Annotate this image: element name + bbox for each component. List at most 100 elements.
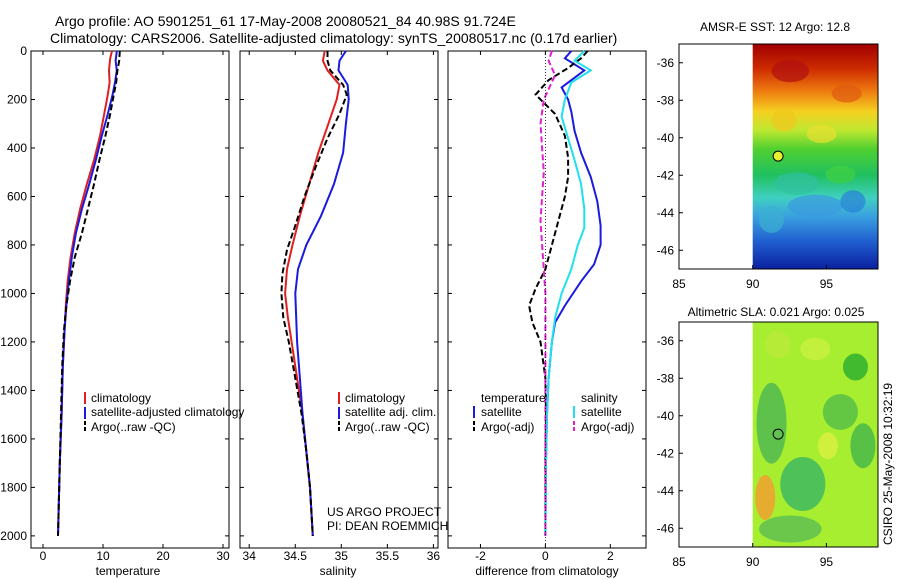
sla-texture	[756, 382, 787, 464]
sst-texture	[825, 165, 856, 184]
map-x-tick-label: 90	[746, 277, 760, 291]
map-y-tick-label: -36	[657, 334, 675, 348]
figure-title-line1: Argo profile: AO 5901251_61 17-May-2008 …	[55, 13, 516, 29]
sla-texture	[800, 337, 831, 361]
salinity-series	[280, 50, 350, 536]
salinity-xlabel: salinity	[320, 564, 357, 578]
sla-map-title: Altimetric SLA: 0.021 Argo: 0.025	[688, 305, 865, 319]
sla-texture	[780, 457, 826, 511]
series-line-argo-raw-qc-	[57, 50, 121, 536]
legend-temp-argo-label: Argo(-adj)	[481, 420, 534, 434]
salinity-axes	[239, 50, 439, 549]
legend-sal-argo-label: Argo(-adj)	[581, 420, 634, 434]
x-tick-label: 30	[216, 549, 230, 563]
series-line-climatology	[284, 50, 341, 536]
map-x-tick-label: 95	[820, 555, 834, 569]
sst-field	[752, 44, 878, 269]
x-tick-label: 0	[542, 549, 549, 563]
x-tick-label: 10	[96, 549, 110, 563]
legend-argo-label: Argo(..raw -QC)	[91, 420, 176, 434]
map-y-tick-label: -46	[657, 243, 675, 257]
difference-legend: temperature satellite Argo(-adj) salinit…	[473, 391, 634, 434]
x-tick-label: 35.5	[376, 549, 400, 563]
depth-tick-label: 1200	[0, 335, 27, 349]
pi-credit: PI: DEAN ROEMMICH	[327, 519, 448, 533]
x-tick-label: 34.5	[284, 549, 308, 563]
float-marker	[772, 428, 784, 440]
sst-texture	[831, 84, 862, 103]
sla-map-axes	[678, 321, 879, 548]
map-y-tick-label: -44	[657, 206, 675, 220]
map-y-tick-label: -44	[657, 484, 675, 498]
series-line-climatology	[57, 50, 113, 536]
map-x-tick-label: 85	[672, 555, 686, 569]
map-y-tick-label: -42	[657, 168, 675, 182]
sla-texture	[842, 353, 868, 381]
legend-salinity-title: salinity	[581, 391, 618, 405]
sst-map	[752, 44, 878, 269]
depth-tick-label: 1000	[0, 286, 27, 300]
x-tick-label: 2	[607, 549, 614, 563]
project-credit: US ARGO PROJECT	[327, 505, 442, 519]
difference-series	[528, 50, 602, 536]
temperature-series	[57, 50, 121, 536]
series-line-argo-raw-qc-	[280, 51, 348, 536]
legend-satellite-label: satellite adj. clim.	[345, 405, 436, 419]
temperature-xlabel: temperature	[96, 564, 161, 578]
series-line-salinity-argo-adj-	[539, 50, 557, 536]
csiro-stamp: CSIRO 25-May-2008 10:32:19	[881, 383, 895, 545]
sla-texture	[817, 432, 838, 460]
depth-tick-label: 600	[7, 189, 27, 203]
map-x-tick-label: 90	[746, 555, 760, 569]
difference-axes	[447, 50, 647, 549]
map-x-tick-label: 85	[672, 277, 686, 291]
series-line-salinity-satellite	[544, 50, 593, 536]
sla-texture	[755, 475, 776, 520]
depth-tick-label: 200	[7, 92, 27, 106]
sst-map-axes	[678, 43, 879, 270]
sst-map-title: AMSR-E SST: 12 Argo: 12.8	[700, 20, 850, 34]
map-y-tick-label: -40	[657, 409, 675, 423]
legend-temp-satellite-label: satellite	[481, 405, 522, 419]
depth-tick-label: 400	[7, 141, 27, 155]
sst-texture	[771, 59, 810, 83]
legend-temperature-title: temperature	[481, 391, 546, 405]
depth-tick-label: 1800	[0, 480, 27, 494]
depth-tick-label: 800	[7, 238, 27, 252]
map-y-tick-label: -36	[657, 56, 675, 70]
x-tick-label: 35	[335, 549, 349, 563]
legend-sal-satellite-label: satellite	[581, 405, 622, 419]
temperature-axes	[30, 50, 230, 549]
x-tick-label: -2	[475, 549, 486, 563]
map-y-tick-label: -42	[657, 446, 675, 460]
x-tick-label: 20	[156, 549, 170, 563]
map-y-tick-label: -38	[657, 93, 675, 107]
sla-map-ticks: -36 -38 -40 -42 -44 -46 85 90 95	[657, 334, 834, 569]
legend-argo-label: Argo(..raw -QC)	[345, 420, 430, 434]
depth-tick-label: 0	[20, 44, 27, 58]
salinity-legend: climatology satellite adj. clim. Argo(..…	[338, 391, 436, 434]
sst-map-ticks: -36 -38 -40 -42 -44 -46 85 90 95	[657, 56, 834, 291]
sst-texture	[774, 172, 820, 195]
sst-texture	[806, 125, 837, 143]
temperature-legend: climatology satellite-adjusted climatolo…	[84, 391, 244, 434]
legend-climatology-label: climatology	[345, 391, 405, 405]
depth-tick-label: 1400	[0, 383, 27, 397]
sla-texture	[758, 515, 822, 543]
legend-satellite-label: satellite-adjusted climatology	[91, 405, 244, 419]
map-y-tick-label: -46	[657, 521, 675, 535]
sst-texture	[758, 206, 785, 233]
series-line-temperature-satellite	[544, 50, 602, 536]
sla-texture	[850, 423, 876, 469]
depth-tick-label: 2000	[0, 529, 27, 543]
x-tick-label: 34	[243, 549, 257, 563]
map-y-tick-label: -40	[657, 131, 675, 145]
float-marker	[772, 150, 784, 162]
difference-xlabel: difference from climatology	[475, 564, 618, 578]
map-y-tick-label: -38	[657, 371, 675, 385]
legend-climatology-label: climatology	[91, 391, 151, 405]
sst-texture	[787, 194, 843, 218]
sst-texture	[771, 109, 797, 132]
depth-tick-label: 1600	[0, 432, 27, 446]
depth-tick-labels: 0 200 400 600 800 1000 1200 1400 1600 1800 2000	[0, 44, 27, 543]
